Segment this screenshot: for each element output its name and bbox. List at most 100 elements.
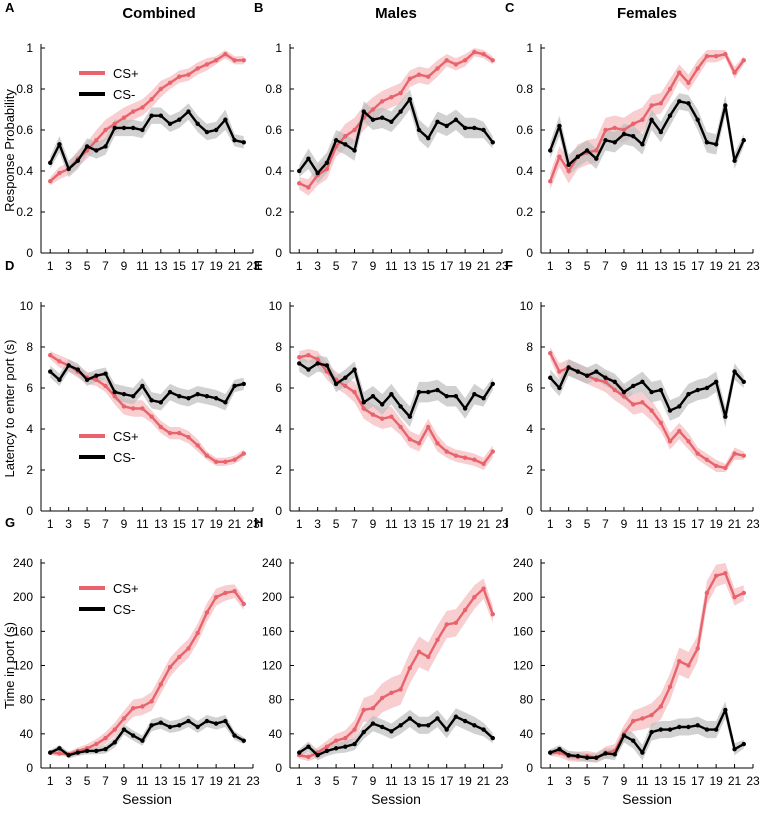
point-cs-minus [186,718,191,724]
y-tick-label: 1 [275,41,282,55]
y-tick-label: 4 [26,422,33,436]
x-tick-label: 3 [65,259,72,273]
y-tick-label: 0 [526,246,533,260]
panel-a: A00.20.40.60.811 3 5 7 9 11 13 15 17 19 21 23Respon… [2,0,260,273]
panel-letter: G [5,515,15,530]
point-cs-minus [94,748,99,754]
x-tick-label: 9 [370,259,377,273]
point-cs-minus [444,394,449,399]
point-cs-minus [741,138,746,143]
point-cs-minus [167,724,173,730]
point-cs-plus [297,181,302,186]
point-cs-plus [557,750,562,755]
point-cs-minus [121,727,127,732]
y-axis-label: Time in port (s) [2,622,17,709]
point-cs-plus [370,107,376,112]
x-tick-label: 13 [403,517,417,531]
point-cs-minus [352,741,357,747]
point-cs-minus [481,396,486,401]
point-cs-minus [732,158,737,163]
point-cs-minus [444,727,449,732]
point-cs-plus [140,406,145,411]
x-tick-label: 3 [314,517,321,531]
point-cs-plus [557,369,562,374]
x-tick-label: 21 [228,774,242,788]
x-tick-label: 1 [547,259,554,273]
y-tick-label: 6 [275,381,282,395]
point-cs-minus [333,746,339,751]
point-cs-minus [603,138,608,143]
point-cs-plus [241,58,246,63]
point-cs-minus [333,138,339,143]
legend-label-cs-plus: CS+ [113,429,139,444]
x-tick-label: 17 [440,259,454,273]
point-cs-minus [695,387,700,393]
point-cs-minus [472,723,477,728]
y-tick-label: 240 [13,556,33,570]
line-cs-minus [49,364,245,404]
point-cs-minus [352,148,357,153]
point-cs-plus [130,109,136,114]
point-cs-plus [640,117,645,122]
point-cs-plus [140,704,145,709]
point-cs-minus [398,723,403,728]
point-cs-minus [84,144,90,149]
point-cs-plus [57,170,62,176]
point-cs-minus [695,117,700,122]
point-cs-minus [370,394,376,399]
point-cs-plus [167,430,173,436]
point-cs-minus [66,363,71,368]
point-cs-minus [195,724,200,730]
point-cs-minus [333,381,339,387]
y-tick-label: 120 [13,659,33,673]
y-tick-label: 2 [275,463,282,477]
point-cs-minus [297,361,302,366]
point-cs-plus [695,66,700,71]
x-tick-label: 17 [691,774,705,788]
x-tick-label: 1 [47,517,54,531]
x-tick-label: 17 [191,774,205,788]
point-cs-plus [213,459,219,464]
point-cs-plus [204,62,210,67]
y-tick-label: 0 [275,504,282,518]
point-cs-plus [481,51,486,57]
point-cs-plus [361,707,366,713]
point-cs-minus [94,148,99,153]
x-tick-label: 17 [691,259,705,273]
band-cs-minus [550,359,744,427]
point-cs-plus [361,406,366,411]
point-cs-minus [462,406,468,411]
x-tick-label: 23 [746,517,760,531]
x-tick-label: 19 [458,517,472,531]
point-cs-plus [741,453,746,458]
point-cs-minus [112,389,117,395]
point-cs-plus [435,441,440,446]
point-cs-plus [667,86,673,92]
point-cs-minus [704,385,710,391]
point-cs-minus [426,136,431,141]
point-cs-minus [48,750,53,755]
point-cs-minus [297,168,302,174]
point-cs-plus [594,377,599,382]
point-cs-minus [732,747,737,752]
point-cs-minus [658,129,664,135]
point-cs-minus [453,714,459,719]
point-cs-minus [557,385,562,391]
x-tick-label: 13 [154,517,168,531]
point-cs-plus [640,716,645,721]
y-tick-label: 10 [520,299,534,313]
y-tick-label: 0 [26,246,33,260]
point-cs-minus [389,391,394,397]
point-cs-plus [223,590,228,596]
point-cs-minus [232,138,237,143]
point-cs-minus [84,377,90,382]
x-tick-label: 23 [495,517,509,531]
y-tick-label: 0.8 [16,82,33,96]
point-cs-minus [379,115,385,120]
point-cs-plus [223,51,228,57]
point-cs-plus [241,451,246,456]
point-cs-plus [232,588,237,594]
point-cs-minus [575,753,581,759]
